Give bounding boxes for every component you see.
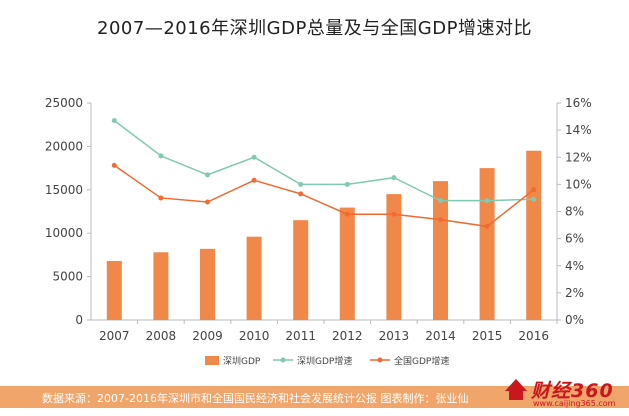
legend-swatch-shenzhen-gdp xyxy=(205,356,219,365)
x-tick-label: 2012 xyxy=(332,329,363,343)
y-right-tick-label: 10% xyxy=(565,177,592,191)
y-right-tick-label: 0% xyxy=(565,313,584,327)
x-tick-label: 2010 xyxy=(239,329,270,343)
y-left-tick-label: 5000 xyxy=(52,270,83,284)
y-right-tick-label: 14% xyxy=(565,123,592,137)
bar-shenzhen-gdp xyxy=(246,236,262,320)
y-right-tick-label: 4% xyxy=(565,259,584,273)
point-national-growth xyxy=(391,211,397,217)
point-shenzhen-growth xyxy=(391,175,397,181)
point-national-growth xyxy=(298,191,304,197)
legend-marker-shenzhen-growth xyxy=(280,357,286,363)
point-national-growth xyxy=(111,162,117,168)
x-tick-label: 2013 xyxy=(379,329,410,343)
bar-shenzhen-gdp xyxy=(526,150,542,320)
legend-marker-national-growth xyxy=(377,357,383,363)
x-tick-label: 2015 xyxy=(472,329,503,343)
x-tick-label: 2008 xyxy=(146,329,177,343)
point-shenzhen-growth xyxy=(484,198,490,204)
y-left-tick-label: 15000 xyxy=(45,183,83,197)
point-shenzhen-growth xyxy=(344,181,350,187)
point-national-growth xyxy=(205,199,210,205)
point-national-growth xyxy=(484,223,490,229)
bar-shenzhen-gdp xyxy=(433,181,448,320)
logo-url: www.caijing365.com xyxy=(533,399,616,408)
y-right-tick-label: 12% xyxy=(565,150,592,164)
y-left-tick-label: 25000 xyxy=(45,96,83,110)
y-right-tick-label: 16% xyxy=(565,96,592,110)
bar-shenzhen-gdp xyxy=(386,194,402,320)
point-shenzhen-growth xyxy=(158,153,164,159)
point-shenzhen-growth xyxy=(438,198,443,204)
house-icon xyxy=(505,379,527,391)
line-shenzhen-growth xyxy=(113,120,534,202)
point-national-growth xyxy=(344,211,350,217)
bar-shenzhen-gdp xyxy=(153,252,169,320)
y-left-tick-label: 20000 xyxy=(45,139,83,153)
y-right-tick-label: 8% xyxy=(565,205,584,219)
point-national-growth xyxy=(531,187,537,193)
brand-logo: 财经360 www.caijing365.com xyxy=(505,377,623,408)
legend-label-shenzhen-growth: 深圳GDP增速 xyxy=(297,355,352,367)
y-left-tick-label: 0 xyxy=(75,313,83,327)
bar-shenzhen-gdp xyxy=(339,207,355,320)
point-shenzhen-growth xyxy=(298,181,304,187)
source-footer: 数据来源：2007-2016年深圳市和全国国民经济和社会发展统计公报 图表制作：… xyxy=(0,386,629,408)
point-shenzhen-growth xyxy=(531,196,537,202)
bar-shenzhen-gdp xyxy=(479,168,495,320)
point-shenzhen-growth xyxy=(205,172,210,178)
legend-label-national-growth: 全国GDP增速 xyxy=(394,355,449,367)
source-text: 数据来源：2007-2016年深圳市和全国国民经济和社会发展统计公报 图表制作：… xyxy=(42,392,469,405)
y-left-tick-label: 10000 xyxy=(45,226,83,240)
bar-shenzhen-gdp xyxy=(293,220,309,320)
x-tick-label: 2007 xyxy=(99,329,130,343)
y-right-tick-label: 6% xyxy=(565,232,584,246)
y-right-tick-label: 2% xyxy=(565,286,584,300)
bar-shenzhen-gdp xyxy=(106,260,122,320)
line-national-growth xyxy=(113,164,535,228)
point-national-growth xyxy=(158,195,164,201)
x-tick-label: 2009 xyxy=(192,329,223,343)
point-shenzhen-growth xyxy=(251,154,257,160)
chart-title: 2007—2016年深圳GDP总量及与全国GDP增速对比 xyxy=(97,18,532,39)
point-national-growth xyxy=(251,177,257,183)
logo-text: 财经360 xyxy=(531,380,614,402)
x-tick-label: 2014 xyxy=(425,329,456,343)
legend-label-shenzhen-gdp: 深圳GDP xyxy=(223,356,261,367)
x-tick-label: 2011 xyxy=(285,329,316,343)
bar-shenzhen-gdp xyxy=(200,248,215,320)
x-tick-label: 2016 xyxy=(518,329,549,343)
point-national-growth xyxy=(438,217,443,223)
point-shenzhen-growth xyxy=(111,118,117,124)
